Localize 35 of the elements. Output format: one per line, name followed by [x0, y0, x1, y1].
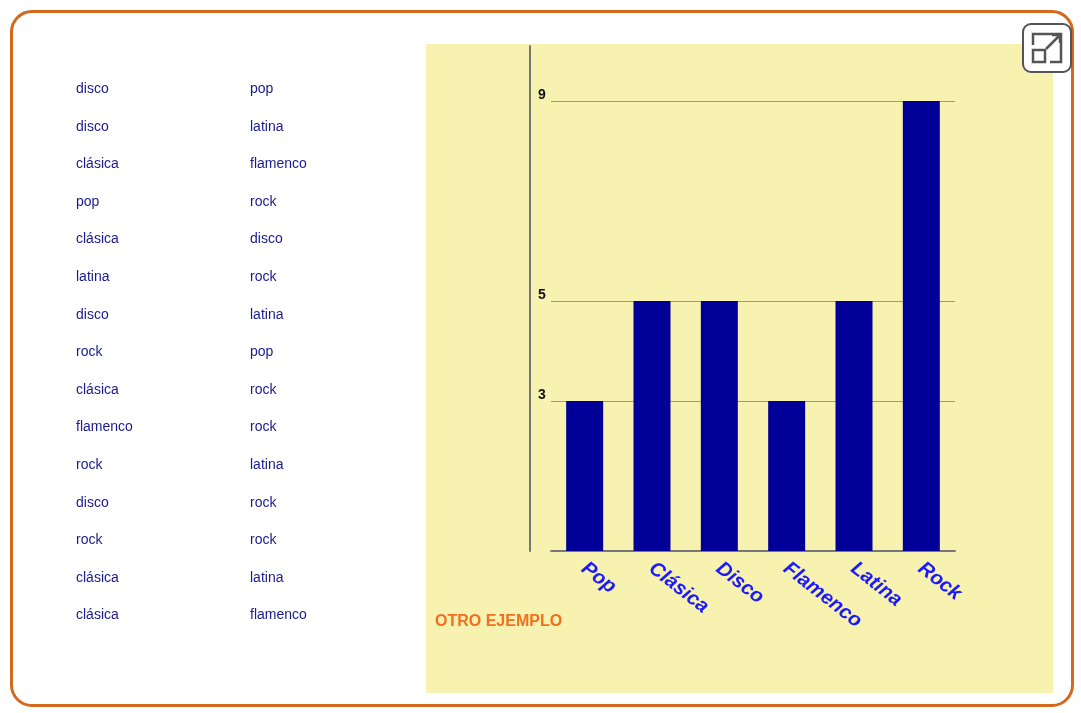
text: clásica — [76, 230, 119, 247]
text: disco — [250, 230, 283, 247]
text: clásica — [76, 568, 119, 585]
text: pop — [250, 343, 274, 360]
text: pop — [76, 192, 100, 209]
text: latina — [250, 456, 284, 472]
y-tick-label: 5 — [538, 286, 546, 302]
text: clásica — [76, 606, 119, 623]
text: rock — [250, 192, 277, 209]
text: rock — [76, 531, 103, 548]
text: disco — [76, 117, 109, 134]
text: disco — [76, 80, 109, 96]
y-tick-label: 9 — [538, 86, 546, 102]
text: pop — [250, 80, 274, 96]
text: rock — [250, 268, 277, 284]
text: flamenco — [250, 155, 307, 172]
x-tick-label: Pop — [577, 556, 622, 597]
text: rock — [250, 493, 277, 510]
text: rock — [250, 380, 277, 397]
text: latina — [250, 305, 284, 322]
text: rock — [76, 456, 103, 472]
text: OTRO EJEMPLO — [435, 611, 563, 629]
text: disco — [76, 493, 109, 510]
text: latina — [250, 117, 284, 134]
text: flamenco — [76, 418, 133, 435]
text: latina — [250, 568, 284, 585]
text: flamenco — [250, 606, 307, 623]
y-tick-label: 3 — [538, 386, 546, 402]
text: clásica — [76, 380, 119, 397]
text: clásica — [76, 155, 119, 172]
text: disco — [76, 305, 109, 322]
text: latina — [76, 268, 110, 284]
text: rock — [76, 343, 103, 360]
text: rock — [250, 418, 277, 435]
text: rock — [250, 531, 277, 548]
